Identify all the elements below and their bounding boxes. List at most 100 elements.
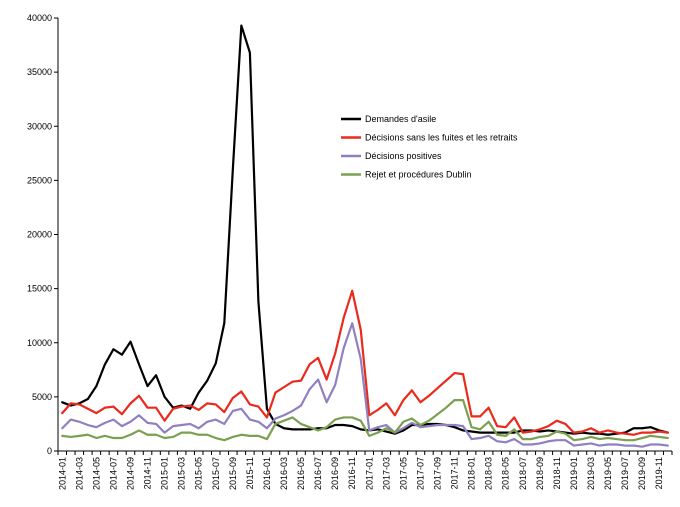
data-point: [308, 426, 311, 429]
data-point: [376, 431, 379, 434]
data-point: [248, 51, 251, 54]
data-point: [453, 372, 456, 374]
x-tick-label: 2018-01: [467, 457, 477, 490]
data-point: [86, 424, 89, 426]
data-point: [573, 439, 575, 442]
data-point: [317, 427, 319, 430]
data-point: [69, 402, 72, 405]
data-point: [121, 413, 123, 416]
data-point: [479, 415, 482, 418]
legend-label: Demandes d'asile: [365, 114, 436, 124]
data-point: [368, 429, 371, 432]
data-point: [172, 425, 175, 428]
data-point: [214, 403, 217, 406]
y-tick-label: 10000: [27, 338, 52, 348]
data-point: [61, 434, 64, 437]
data-point: [146, 406, 149, 409]
data-point: [385, 430, 388, 433]
x-tick-label: 2018-03: [484, 457, 494, 490]
x-tick-label: 2014-01: [57, 457, 67, 490]
data-point: [129, 340, 132, 343]
x-tick-label: 2017-05: [398, 457, 408, 490]
x-tick-label: 2018-11: [552, 457, 562, 489]
series-1: [61, 289, 669, 436]
data-point: [283, 427, 285, 430]
data-point: [197, 427, 200, 430]
data-point: [607, 437, 609, 439]
y-tick-label: 15000: [27, 284, 52, 294]
data-point: [658, 436, 661, 438]
data-point: [300, 404, 302, 407]
x-tick-label: 2018-09: [535, 457, 545, 490]
data-point: [581, 443, 584, 446]
data-point: [436, 387, 439, 390]
data-point: [419, 426, 422, 429]
data-point: [590, 427, 592, 430]
data-point: [538, 442, 541, 445]
data-point: [283, 414, 285, 417]
data-point: [95, 412, 98, 415]
data-point: [257, 405, 260, 408]
data-point: [95, 437, 98, 439]
data-point: [573, 444, 575, 447]
data-point: [257, 434, 260, 437]
data-point: [615, 443, 618, 446]
data-point: [376, 428, 379, 431]
data-point: [189, 431, 192, 434]
data-point: [496, 433, 499, 436]
data-point: [129, 420, 132, 423]
data-point: [436, 413, 439, 416]
data-point: [411, 424, 413, 426]
data-point: [555, 430, 558, 433]
data-point: [581, 430, 584, 433]
data-point: [428, 419, 430, 422]
data-point: [632, 439, 635, 442]
data-point: [351, 322, 354, 325]
data-point: [172, 436, 175, 438]
data-point: [342, 424, 345, 426]
x-tick-label: 2018-05: [501, 457, 511, 490]
data-point: [547, 429, 550, 432]
data-point: [649, 431, 652, 434]
data-point: [607, 433, 609, 436]
data-point: [138, 414, 140, 417]
data-point: [197, 391, 200, 394]
data-point: [385, 427, 388, 430]
data-point: [581, 438, 584, 440]
data-point: [513, 428, 516, 431]
x-tick-label: 2014-07: [108, 457, 118, 490]
data-point: [470, 426, 473, 429]
y-tick-label: 5000: [32, 392, 52, 402]
data-point: [172, 407, 175, 410]
data-point: [325, 426, 328, 429]
data-point: [547, 440, 550, 443]
data-point: [206, 420, 209, 423]
x-tick-label: 2014-03: [74, 457, 84, 490]
data-point: [146, 385, 149, 387]
data-point: [402, 429, 405, 432]
data-point: [266, 427, 268, 430]
data-point: [538, 436, 541, 438]
data-point: [547, 434, 550, 437]
data-point: [138, 429, 140, 432]
data-point: [197, 433, 200, 436]
data-point: [69, 418, 72, 421]
data-point: [104, 363, 106, 366]
data-point: [138, 394, 140, 397]
legend-label: Rejet et procédures Dublin: [365, 170, 472, 180]
data-point: [248, 418, 251, 421]
data-point: [411, 389, 413, 392]
data-point: [61, 401, 64, 404]
data-point: [624, 432, 626, 435]
data-point: [487, 420, 490, 423]
x-tick-label: 2016-11: [347, 457, 357, 489]
data-point: [223, 423, 226, 425]
data-point: [470, 430, 473, 433]
data-point: [598, 438, 601, 440]
data-point: [538, 430, 541, 433]
data-point: [189, 423, 192, 425]
x-tick-label: 2016-03: [279, 457, 289, 490]
data-point: [257, 300, 260, 303]
x-tick-label: 2016-01: [262, 457, 272, 490]
data-point: [291, 416, 294, 419]
